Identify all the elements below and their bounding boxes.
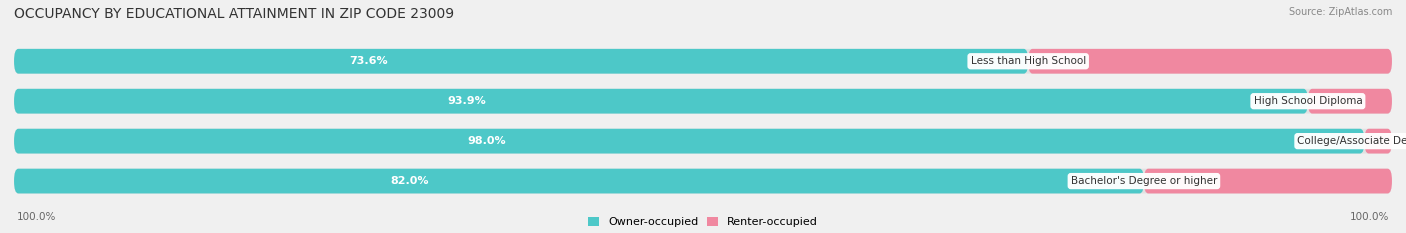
- FancyBboxPatch shape: [14, 129, 1392, 154]
- Legend: Owner-occupied, Renter-occupied: Owner-occupied, Renter-occupied: [588, 217, 818, 227]
- Text: 82.0%: 82.0%: [391, 176, 429, 186]
- FancyBboxPatch shape: [1308, 89, 1392, 113]
- FancyBboxPatch shape: [14, 169, 1144, 193]
- Text: 100.0%: 100.0%: [17, 212, 56, 222]
- Text: Bachelor's Degree or higher: Bachelor's Degree or higher: [1071, 176, 1218, 186]
- Text: Less than High School: Less than High School: [970, 56, 1085, 66]
- FancyBboxPatch shape: [14, 129, 1364, 154]
- FancyBboxPatch shape: [14, 89, 1392, 113]
- Text: College/Associate Degree: College/Associate Degree: [1298, 136, 1406, 146]
- FancyBboxPatch shape: [1028, 49, 1392, 74]
- FancyBboxPatch shape: [14, 49, 1392, 74]
- FancyBboxPatch shape: [1364, 129, 1392, 154]
- Text: 73.6%: 73.6%: [350, 56, 388, 66]
- FancyBboxPatch shape: [1144, 169, 1392, 193]
- FancyBboxPatch shape: [14, 49, 1028, 74]
- Text: High School Diploma: High School Diploma: [1254, 96, 1362, 106]
- Text: Source: ZipAtlas.com: Source: ZipAtlas.com: [1288, 7, 1392, 17]
- FancyBboxPatch shape: [14, 89, 1308, 113]
- Text: 93.9%: 93.9%: [447, 96, 486, 106]
- Text: OCCUPANCY BY EDUCATIONAL ATTAINMENT IN ZIP CODE 23009: OCCUPANCY BY EDUCATIONAL ATTAINMENT IN Z…: [14, 7, 454, 21]
- Text: 98.0%: 98.0%: [467, 136, 506, 146]
- Text: 100.0%: 100.0%: [1350, 212, 1389, 222]
- FancyBboxPatch shape: [14, 169, 1392, 193]
